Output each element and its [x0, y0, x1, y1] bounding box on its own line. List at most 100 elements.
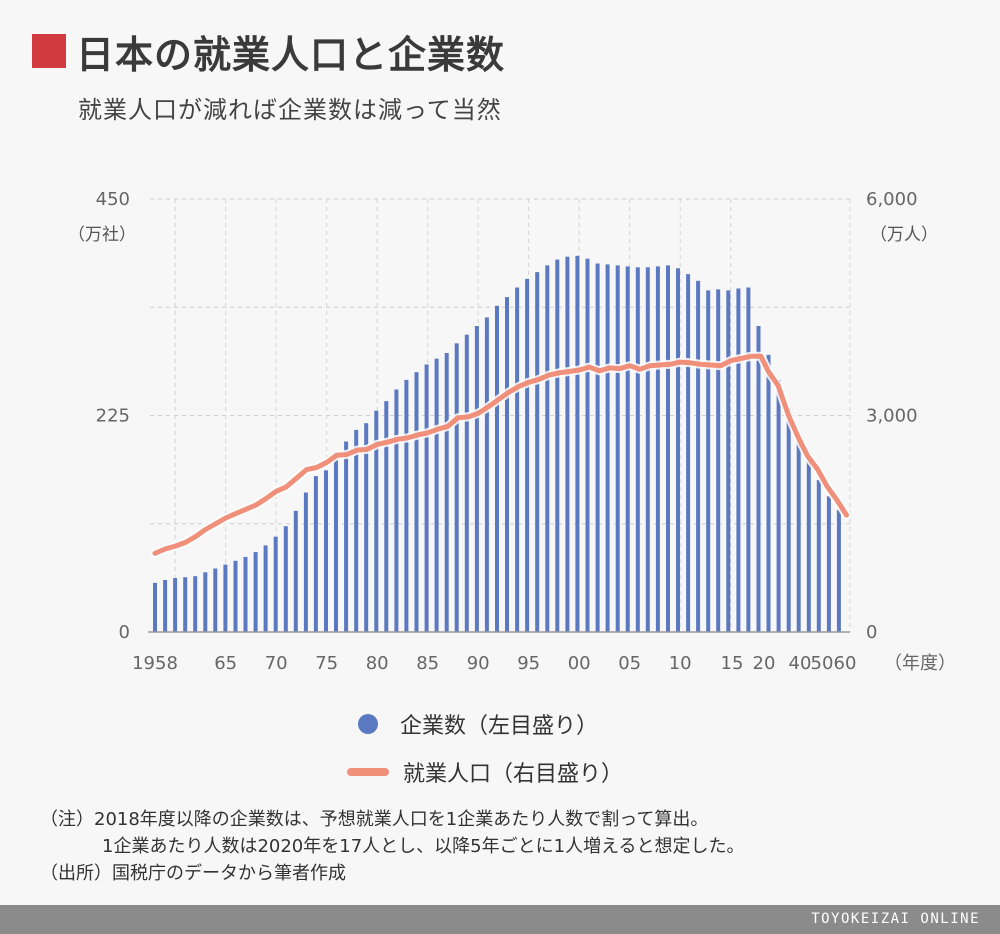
x-axis-tick: 95 — [517, 653, 540, 674]
bar — [495, 305, 499, 632]
bar — [404, 379, 409, 632]
x-axis-tick: 60 — [834, 653, 857, 674]
bar — [324, 470, 328, 632]
x-axis-tick: 70 — [265, 653, 288, 674]
line-path — [152, 353, 849, 556]
bar — [716, 289, 721, 632]
bar — [806, 460, 811, 632]
x-axis-tick: 40 — [789, 653, 812, 674]
bar — [666, 265, 670, 632]
bar — [565, 256, 570, 632]
bar — [505, 297, 509, 632]
bar — [776, 379, 781, 632]
bar — [454, 343, 459, 632]
bar — [756, 326, 761, 632]
bar — [686, 274, 691, 632]
bar — [786, 407, 791, 632]
x-axis-tick: 20 — [753, 653, 776, 674]
bar — [595, 263, 600, 632]
bar — [635, 267, 640, 632]
bar — [384, 401, 389, 632]
legend-bar-item: 企業数（左目盛り） — [358, 708, 598, 740]
bar — [766, 354, 771, 632]
bar — [515, 287, 520, 632]
bar — [575, 255, 580, 633]
bar — [615, 265, 620, 632]
notes: （注）2018年度以降の企業数は、予想就業人口を1企業あたり人数で割って算出。 … — [40, 806, 745, 887]
bar — [746, 287, 751, 632]
x-axis-tick: 10 — [669, 653, 692, 674]
legend-bar-swatch — [358, 714, 378, 734]
footer-brand: TOYOKEIZAI ONLINE — [811, 911, 980, 927]
bar — [203, 572, 208, 632]
bar — [334, 452, 338, 632]
x-axis-tick: 65 — [214, 653, 237, 674]
bar — [605, 264, 610, 632]
legend-line-item: 就業人口（右目盛り） — [347, 756, 623, 788]
bar — [625, 266, 630, 632]
right-axis-tick: 6,000 — [866, 189, 918, 210]
bar — [223, 564, 228, 632]
bar — [474, 326, 479, 632]
bar — [354, 429, 359, 632]
left-axis-tick: 0 — [119, 622, 130, 643]
bar — [293, 510, 298, 632]
x-axis-tick: 1958 — [132, 653, 178, 674]
bar — [414, 372, 419, 632]
bar — [726, 290, 731, 632]
bar — [816, 480, 821, 632]
title-block: 日本の就業人口と企業数 — [32, 28, 505, 77]
bar — [545, 265, 550, 632]
bar — [213, 568, 218, 632]
chart-title: 日本の就業人口と企業数 — [76, 32, 506, 77]
bar — [303, 492, 308, 632]
bar — [655, 266, 660, 632]
bar — [444, 353, 449, 632]
bar — [535, 272, 540, 632]
bar — [424, 364, 429, 632]
bar — [193, 576, 198, 632]
bar — [826, 496, 831, 632]
bar — [736, 288, 741, 632]
bar — [706, 290, 711, 632]
bar — [796, 436, 801, 632]
right-axis-tick: 3,000 — [866, 406, 918, 427]
bar — [484, 317, 489, 632]
title-marker — [32, 34, 66, 68]
bar — [243, 556, 248, 632]
bar — [263, 545, 268, 632]
bar — [153, 582, 157, 632]
bar — [676, 268, 680, 632]
bar — [525, 278, 530, 632]
note-2: 1企業あたり人数は2020年を17人とし、以降5年ごとに1人増えると想定した。 — [102, 836, 745, 857]
source-note: （出所）国税庁のデータから筆者作成 — [40, 863, 346, 884]
bar — [836, 509, 841, 632]
bar — [313, 476, 318, 632]
bar — [344, 441, 349, 632]
legend-line-label: 就業人口（右目盛り） — [403, 762, 624, 787]
note-1: （注）2018年度以降の企業数は、予想就業人口を1企業あたり人数で割って算出。 — [40, 809, 709, 830]
chart: 0 225 450 0 3,000 6,000 1958 65 70 75 80 85 90 95 00 05… — [68, 189, 956, 674]
x-axis-tick: 05 — [618, 653, 641, 674]
bar — [183, 577, 188, 632]
right-axis-unit: （万人） — [870, 225, 938, 245]
bar-series — [153, 255, 841, 633]
bar — [233, 560, 238, 632]
left-axis-tick: 450 — [96, 189, 130, 210]
bar — [283, 526, 288, 632]
bar — [434, 358, 439, 632]
x-axis-tick: 80 — [366, 653, 389, 674]
left-axis-tick: 225 — [96, 406, 130, 427]
right-axis-tick: 0 — [866, 622, 877, 643]
bar — [364, 423, 369, 632]
bar — [555, 259, 560, 632]
chart-subtitle: 就業人口が減れば企業数は減って当然 — [78, 96, 502, 124]
x-axis-unit: （年度） — [884, 653, 956, 674]
line-series — [150, 351, 851, 558]
bar — [394, 389, 399, 632]
bar — [464, 334, 469, 632]
x-axis-tick: 85 — [416, 653, 439, 674]
left-axis-unit: （万社） — [68, 225, 136, 245]
x-axis-tick: 75 — [315, 653, 338, 674]
bar — [173, 578, 178, 632]
